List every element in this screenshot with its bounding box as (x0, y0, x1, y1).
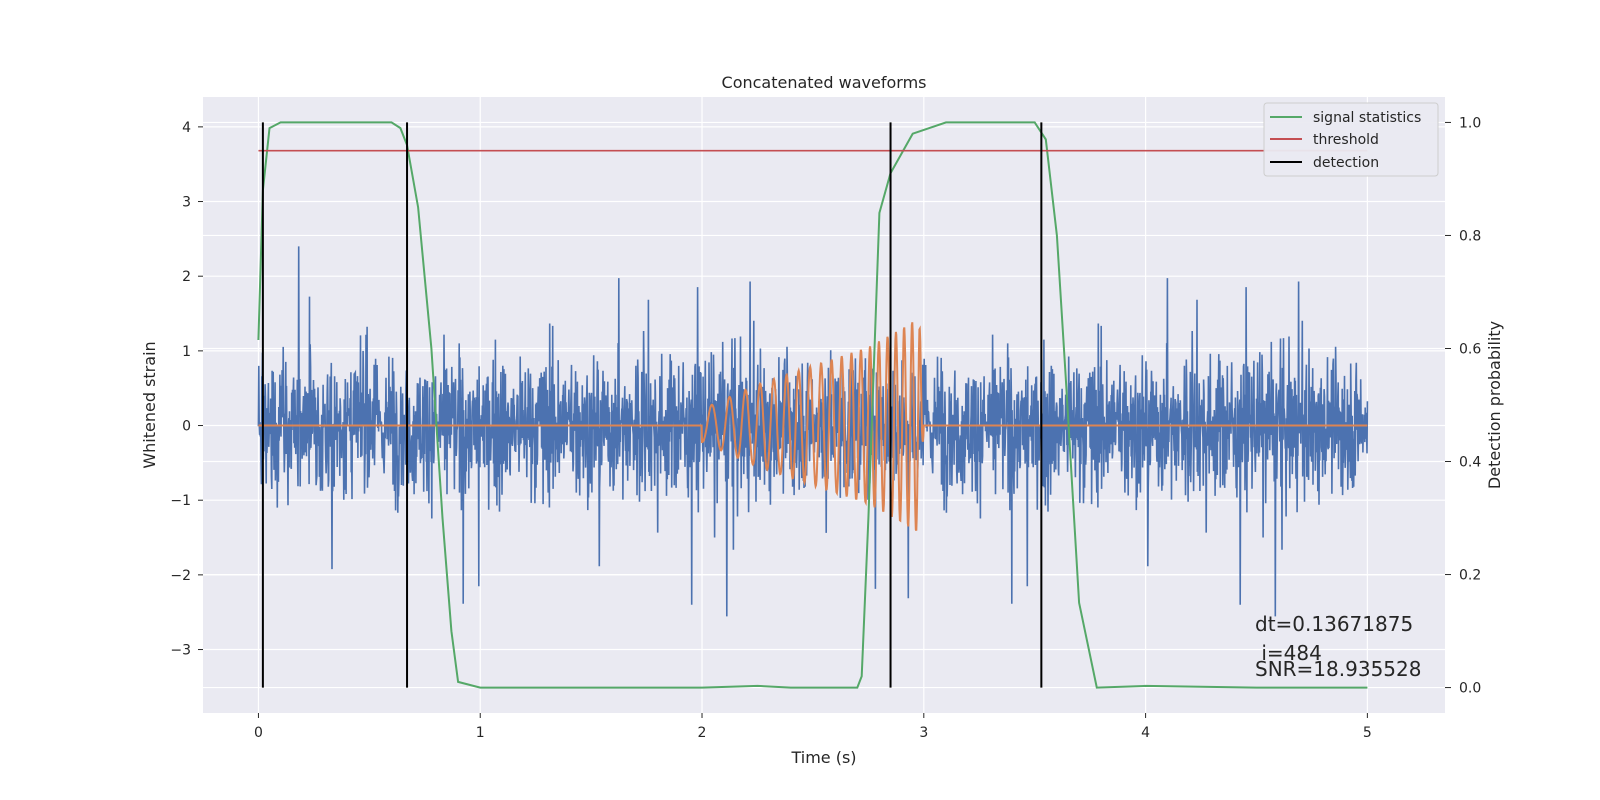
x-tick-label: 2 (698, 725, 707, 741)
series-layer (257, 121, 1369, 689)
y-tick-label: −1 (170, 493, 191, 509)
legend-detection-label: detection (1313, 155, 1379, 171)
y-tick-label: 1 (182, 344, 191, 360)
y-right-tick-label: 0.4 (1459, 455, 1481, 471)
legend-box (1263, 102, 1439, 177)
y-right-tick-label: 1.0 (1459, 115, 1481, 131)
x-tick-label: 1 (476, 725, 485, 741)
y-tick-label: 3 (182, 195, 191, 211)
y-axis-right-label: Detection probability (1485, 321, 1504, 489)
annotation-snr: SNR=18.935528 (1255, 657, 1421, 681)
y-right-tick-label: 0.0 (1459, 681, 1481, 697)
annotation-index: i=484 (1255, 641, 1322, 665)
y-tick-label: 4 (182, 120, 191, 136)
y-tick-label: 2 (182, 269, 191, 285)
legend-signal-statistics-label: signal statistics (1313, 110, 1421, 126)
series-signal-statistics (257, 121, 1368, 689)
x-tick-label: 0 (254, 725, 263, 741)
legend-threshold-label: threshold (1313, 132, 1379, 148)
y-right-tick-label: 0.8 (1459, 228, 1481, 244)
y-tick-label: 0 (182, 419, 191, 435)
y-right-tick-label: 0.6 (1459, 341, 1481, 357)
series-injected-chirp (258, 322, 1368, 531)
x-axis-label: Time (s) (790, 748, 856, 767)
y-tick-label: −2 (170, 568, 191, 584)
y-right-tick-label: 0.2 (1459, 568, 1481, 584)
legend: signal statistics threshold detection (1263, 102, 1439, 177)
annotation-dt: dt=0.13671875 (1255, 612, 1413, 636)
ticks: 0 1 2 3 4 5 −3 −2 −1 0 1 2 3 4 0.0 0.2 0.4 0.6 0.8 1.0 (170, 115, 1481, 741)
y-axis-label: Whitened strain (140, 341, 159, 468)
y-tick-label: −3 (170, 643, 191, 659)
x-tick-label: 4 (1141, 725, 1150, 741)
x-tick-label: 5 (1363, 725, 1372, 741)
x-tick-label: 3 (919, 725, 928, 741)
chart-title: Concatenated waveforms (722, 73, 927, 92)
